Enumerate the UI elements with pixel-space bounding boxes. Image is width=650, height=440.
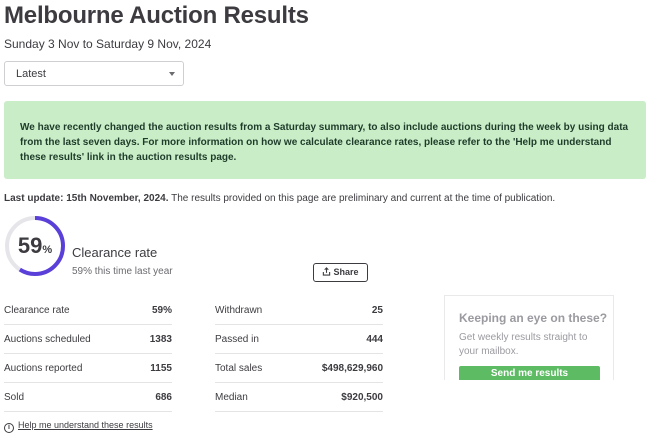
- gauge-arc: [5, 216, 65, 276]
- page-title: Melbourne Auction Results: [4, 2, 309, 29]
- stat-row: Withdrawn 25: [215, 296, 383, 325]
- help-link[interactable]: Help me understand these results: [18, 420, 153, 430]
- stat-value: $920,500: [341, 392, 383, 403]
- stats-left: Clearance rate 59% Auctions scheduled 13…: [4, 296, 172, 412]
- clearance-value: 59%: [4, 233, 66, 259]
- clearance-label: Clearance rate: [72, 245, 158, 260]
- send-results-button[interactable]: Send me results: [459, 366, 600, 380]
- stat-label: Median: [215, 392, 248, 403]
- promo-text: Get weekly results straight to your mail…: [459, 332, 588, 357]
- newsletter-promo: Keeping an eye on these? Get weekly resu…: [444, 295, 614, 380]
- stat-value: 1155: [150, 363, 172, 374]
- stat-label: Passed in: [215, 334, 259, 345]
- stat-label: Withdrawn: [215, 305, 263, 316]
- share-button[interactable]: Share: [313, 263, 368, 282]
- last-update: Last update: 15th November, 2024. The re…: [4, 193, 555, 204]
- stat-label: Sold: [4, 392, 25, 403]
- clearance-previous: 59% this time last year: [72, 266, 173, 277]
- stat-value: $498,629,960: [321, 363, 383, 374]
- stat-label: Auctions scheduled: [4, 334, 91, 345]
- stat-value: 686: [155, 392, 172, 403]
- period-select-value: Latest: [16, 68, 46, 80]
- stat-label: Auctions reported: [4, 363, 83, 374]
- promo-heading: Keeping an eye on these?: [459, 311, 608, 325]
- stat-row: Passed in 444: [215, 325, 383, 354]
- chevron-down-icon: [169, 72, 175, 76]
- stat-value: 59%: [151, 305, 172, 316]
- info-icon: i: [4, 423, 14, 433]
- share-label: Share: [333, 267, 359, 277]
- notice-banner: We have recently changed the auction res…: [4, 101, 646, 179]
- stat-value: 25: [371, 305, 383, 316]
- clearance-number: 59: [17, 233, 43, 258]
- stat-row: Total sales $498,629,960: [215, 354, 383, 383]
- date-range: Sunday 3 Nov to Saturday 9 Nov, 2024: [4, 37, 212, 51]
- stat-label: Clearance rate: [4, 305, 70, 316]
- clearance-unit: %: [42, 244, 53, 256]
- share-icon: [323, 267, 331, 276]
- period-select[interactable]: Latest: [4, 61, 184, 86]
- last-update-note: The results provided on this page are pr…: [168, 193, 556, 204]
- last-update-date: Last update: 15th November, 2024.: [4, 193, 169, 204]
- stats-right: Withdrawn 25 Passed in 444 Total sales $…: [215, 296, 383, 412]
- stat-row: Auctions scheduled 1383: [4, 325, 172, 354]
- stat-label: Total sales: [215, 363, 263, 374]
- notice-text: We have recently changed the auction res…: [20, 122, 629, 163]
- help-link-row: i Help me understand these results: [4, 420, 153, 433]
- clearance-gauge: [5, 216, 65, 276]
- stat-row: Auctions reported 1155: [4, 354, 172, 383]
- stat-row: Median $920,500: [215, 383, 383, 412]
- stat-row: Sold 686: [4, 383, 172, 412]
- stat-value: 1383: [149, 334, 172, 345]
- stat-row: Clearance rate 59%: [4, 296, 172, 325]
- stat-value: 444: [366, 334, 383, 345]
